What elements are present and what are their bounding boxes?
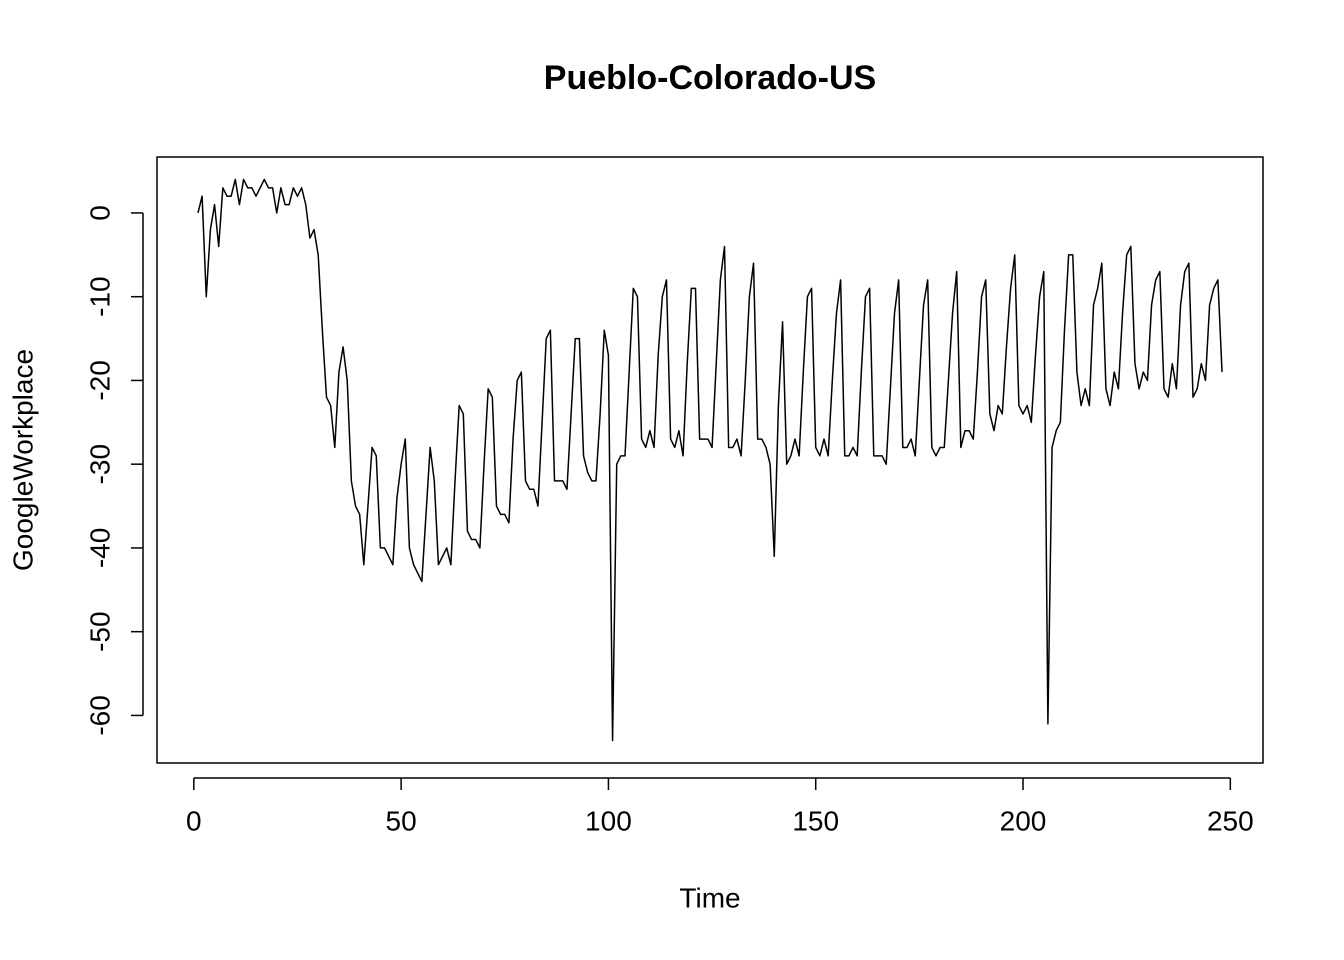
y-tick-label: -40 bbox=[84, 528, 115, 568]
y-tick-label: -20 bbox=[84, 360, 115, 400]
x-tick-label: 100 bbox=[585, 805, 632, 836]
x-tick-label: 250 bbox=[1207, 805, 1254, 836]
y-axis-label: GoogleWorkplace bbox=[7, 349, 38, 571]
y-tick-label: -10 bbox=[84, 276, 115, 316]
chart-title: Pueblo-Colorado-US bbox=[544, 59, 876, 97]
y-tick-label: -60 bbox=[84, 695, 115, 735]
line-series bbox=[197, 178, 1223, 742]
x-axis-label: Time bbox=[679, 882, 740, 913]
x-tick-label: 150 bbox=[792, 805, 839, 836]
x-tick-label: 0 bbox=[186, 805, 202, 836]
y-tick-label: -30 bbox=[84, 444, 115, 484]
y-tick-label: -50 bbox=[84, 611, 115, 651]
x-tick-label: 50 bbox=[386, 805, 417, 836]
y-tick-label: 0 bbox=[84, 205, 115, 221]
x-tick-label: 200 bbox=[1000, 805, 1047, 836]
plot-box bbox=[156, 156, 1264, 764]
